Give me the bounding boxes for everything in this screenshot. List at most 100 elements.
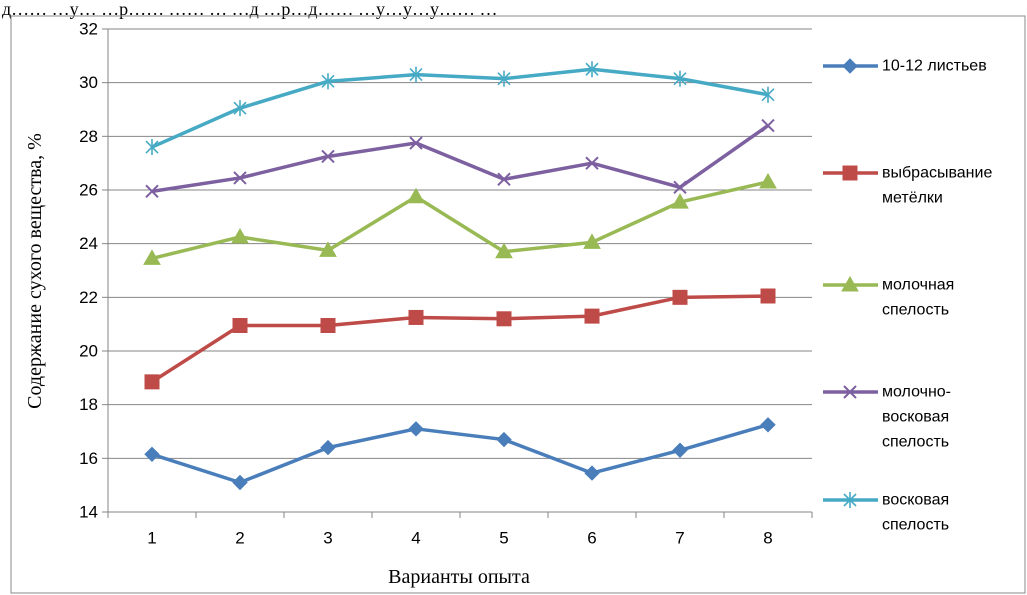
legend-label: спелость — [882, 517, 949, 534]
y-tick-label: 24 — [79, 234, 98, 253]
data-point — [409, 136, 423, 150]
legend-item-3: молочная спелость — [823, 275, 954, 319]
legend-label: выбрасывание — [882, 165, 992, 182]
y-tick-label: 14 — [79, 503, 98, 522]
data-point — [497, 172, 511, 186]
marker-stroke — [409, 136, 423, 150]
data-point — [143, 249, 161, 265]
data-point — [671, 193, 689, 209]
y-tick-label: 26 — [79, 181, 98, 200]
data-point — [145, 139, 159, 156]
legend-item-1: 10-12 листьев — [823, 58, 987, 75]
data-point — [585, 156, 599, 170]
data-point — [585, 61, 599, 78]
data-point — [584, 308, 600, 324]
data-point — [320, 439, 336, 456]
y-tick-label: 16 — [79, 449, 98, 468]
data-point — [408, 309, 424, 325]
legend-label: молочная — [882, 277, 954, 294]
data-point — [673, 180, 687, 195]
data-point — [673, 70, 687, 87]
legend-marker — [843, 385, 857, 399]
y-tick-label: 22 — [79, 288, 98, 307]
legend-label: восковая — [882, 492, 949, 509]
data-point — [760, 417, 776, 433]
data-point — [320, 318, 336, 334]
data-point — [144, 446, 160, 463]
series-line — [151, 124, 770, 194]
series-4 — [145, 118, 775, 199]
legend-label: спелость — [882, 434, 949, 451]
marker-stroke — [761, 118, 775, 133]
legend: 10-12 листьев выбрасывание метёлки молочная… — [823, 58, 992, 534]
y-tick-label: 18 — [79, 395, 98, 414]
data-point — [495, 242, 513, 259]
y-axis-ticks: 14 16 18 20 22 24 26 28 30 32 — [79, 20, 108, 522]
x-tick-label: 3 — [323, 529, 332, 548]
data-point — [761, 86, 775, 103]
x-tick-label: 7 — [675, 529, 684, 548]
data-point — [321, 73, 335, 90]
chart-border — [10, 15, 1026, 594]
data-point — [321, 149, 335, 164]
y-axis-title: Содержание сухого вещества, % — [24, 133, 46, 409]
x-tick-label: 4 — [411, 529, 420, 548]
legend-item-2: выбрасывание метёлки — [823, 165, 992, 207]
legend-marker — [843, 492, 857, 508]
legend-label: молочно- — [882, 384, 951, 401]
legend-label: метёлки — [882, 190, 943, 207]
marker-stroke — [321, 149, 335, 164]
data-point — [231, 227, 249, 244]
y-tick-label: 20 — [79, 342, 98, 361]
data-point — [760, 288, 776, 304]
data-point — [144, 374, 160, 390]
series-line — [151, 180, 769, 261]
marker-stroke — [673, 180, 687, 195]
x-axis-ticks: 1 2 3 4 5 6 7 8 — [107, 512, 813, 548]
marker-stroke — [145, 184, 159, 199]
data-point — [759, 172, 777, 189]
legend-label: 10-12 листьев — [882, 58, 987, 75]
data-point — [407, 187, 425, 204]
x-tick-label: 6 — [587, 529, 596, 548]
data-point — [761, 118, 775, 133]
data-point — [232, 474, 248, 491]
x-tick-label: 5 — [499, 529, 508, 548]
caption-text: д…… …у… …р…… …… … …д …р…д…… …у…у…у…… … — [2, 0, 497, 19]
legend-item-5: восковая спелость — [823, 492, 949, 534]
series-2 — [144, 288, 776, 390]
data-point — [583, 233, 601, 249]
data-point — [319, 241, 337, 257]
legend-marker — [842, 165, 858, 181]
marker-stroke — [497, 172, 511, 186]
y-tick-label: 30 — [79, 73, 98, 92]
data-point — [145, 184, 159, 199]
data-point — [408, 421, 424, 437]
marker-stroke — [843, 385, 857, 399]
legend-item-4: молочно-восковая спелость — [823, 384, 951, 451]
marker-stroke — [585, 156, 599, 170]
data-point — [497, 70, 511, 87]
data-point — [672, 442, 688, 458]
series-1 — [144, 417, 776, 491]
series-5 — [145, 61, 775, 156]
legend-label: восковая — [882, 409, 949, 426]
series-line — [151, 67, 769, 149]
x-tick-label: 2 — [235, 529, 244, 548]
data-point — [496, 431, 512, 448]
data-point — [672, 289, 688, 305]
data-point — [232, 318, 248, 334]
legend-marker — [842, 58, 858, 74]
series-3 — [143, 172, 777, 265]
legend-label: спелость — [882, 302, 949, 319]
data-point — [496, 311, 512, 327]
data-point — [233, 171, 247, 185]
series-line — [151, 423, 769, 485]
data-point — [584, 465, 600, 481]
series-line — [151, 294, 769, 384]
y-tick-label: 28 — [79, 127, 98, 146]
x-axis-title: Варианты опыта — [388, 566, 530, 588]
x-tick-label: 1 — [147, 529, 156, 548]
legend-marker — [841, 275, 859, 292]
